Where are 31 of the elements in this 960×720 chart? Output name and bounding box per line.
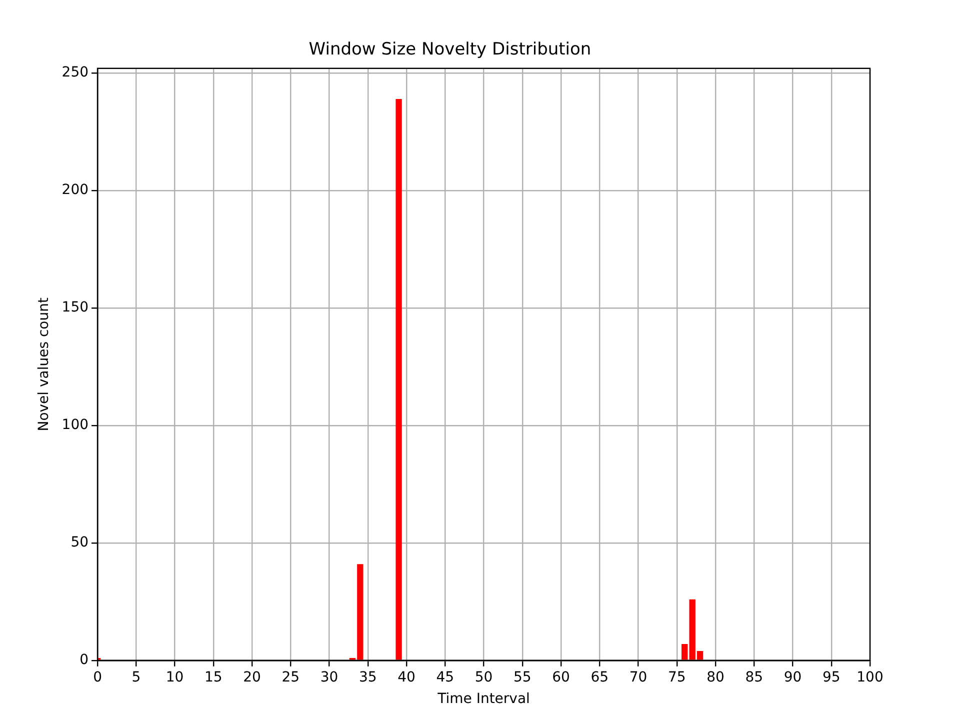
x-tick-label: 65 (590, 669, 609, 686)
x-tick-label: 15 (204, 669, 222, 686)
y-tick-label: 100 (62, 417, 89, 434)
x-tick-label: 70 (629, 669, 648, 686)
x-tick-label: 25 (282, 669, 300, 686)
x-axis-title: Time Interval (436, 691, 530, 708)
x-tick-label: 100 (856, 669, 884, 686)
x-tick-label: 0 (93, 669, 102, 686)
x-tick-label: 55 (513, 669, 532, 686)
x-tick-label: 40 (398, 669, 416, 686)
y-tick-label: 50 (70, 534, 89, 551)
x-tick-label: 80 (706, 669, 724, 686)
chart-title: Window Size Novelty Distribution (308, 40, 592, 60)
x-tick-label: 60 (552, 669, 570, 686)
y-tick-label: 0 (80, 652, 89, 668)
y-tick-label: 200 (62, 182, 89, 198)
y-tick-label: 250 (62, 64, 89, 81)
x-tick-label: 20 (243, 669, 261, 686)
x-tick-label: 35 (358, 669, 377, 686)
x-tick-label: 5 (132, 669, 141, 686)
y-tick-label: 150 (62, 300, 89, 316)
x-tick-label: 85 (745, 669, 764, 686)
x-tick-label: 50 (474, 669, 493, 686)
x-tick-label: 45 (436, 669, 454, 686)
x-tick-label: 30 (320, 669, 338, 686)
x-tick-label: 90 (784, 669, 802, 686)
x-tick-label: 95 (822, 669, 840, 686)
bar (396, 98, 402, 660)
y-axis-title: Novel values count (36, 297, 52, 432)
x-tick-label: 10 (166, 669, 184, 686)
x-tick-label: 75 (668, 669, 686, 686)
